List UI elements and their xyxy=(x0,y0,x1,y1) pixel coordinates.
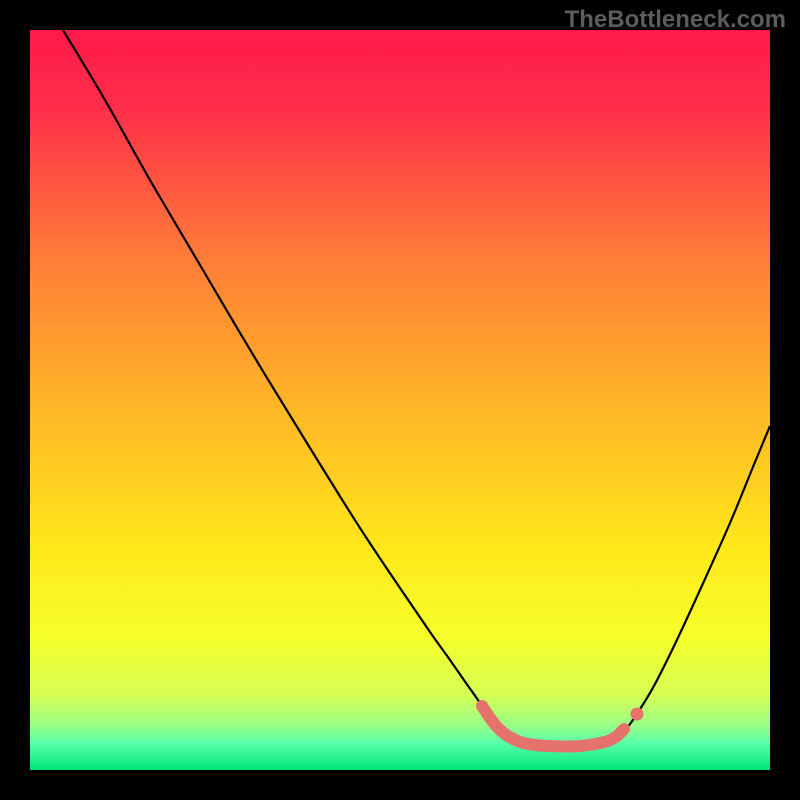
chart-container: TheBottleneck.com xyxy=(0,0,800,800)
main-curve-path xyxy=(63,30,770,747)
trough-overlay-path xyxy=(482,706,624,747)
watermark: TheBottleneck.com xyxy=(565,6,786,34)
trough-overlay-dot xyxy=(631,708,644,721)
bottleneck-curve xyxy=(30,30,770,770)
plot-area xyxy=(30,30,770,770)
